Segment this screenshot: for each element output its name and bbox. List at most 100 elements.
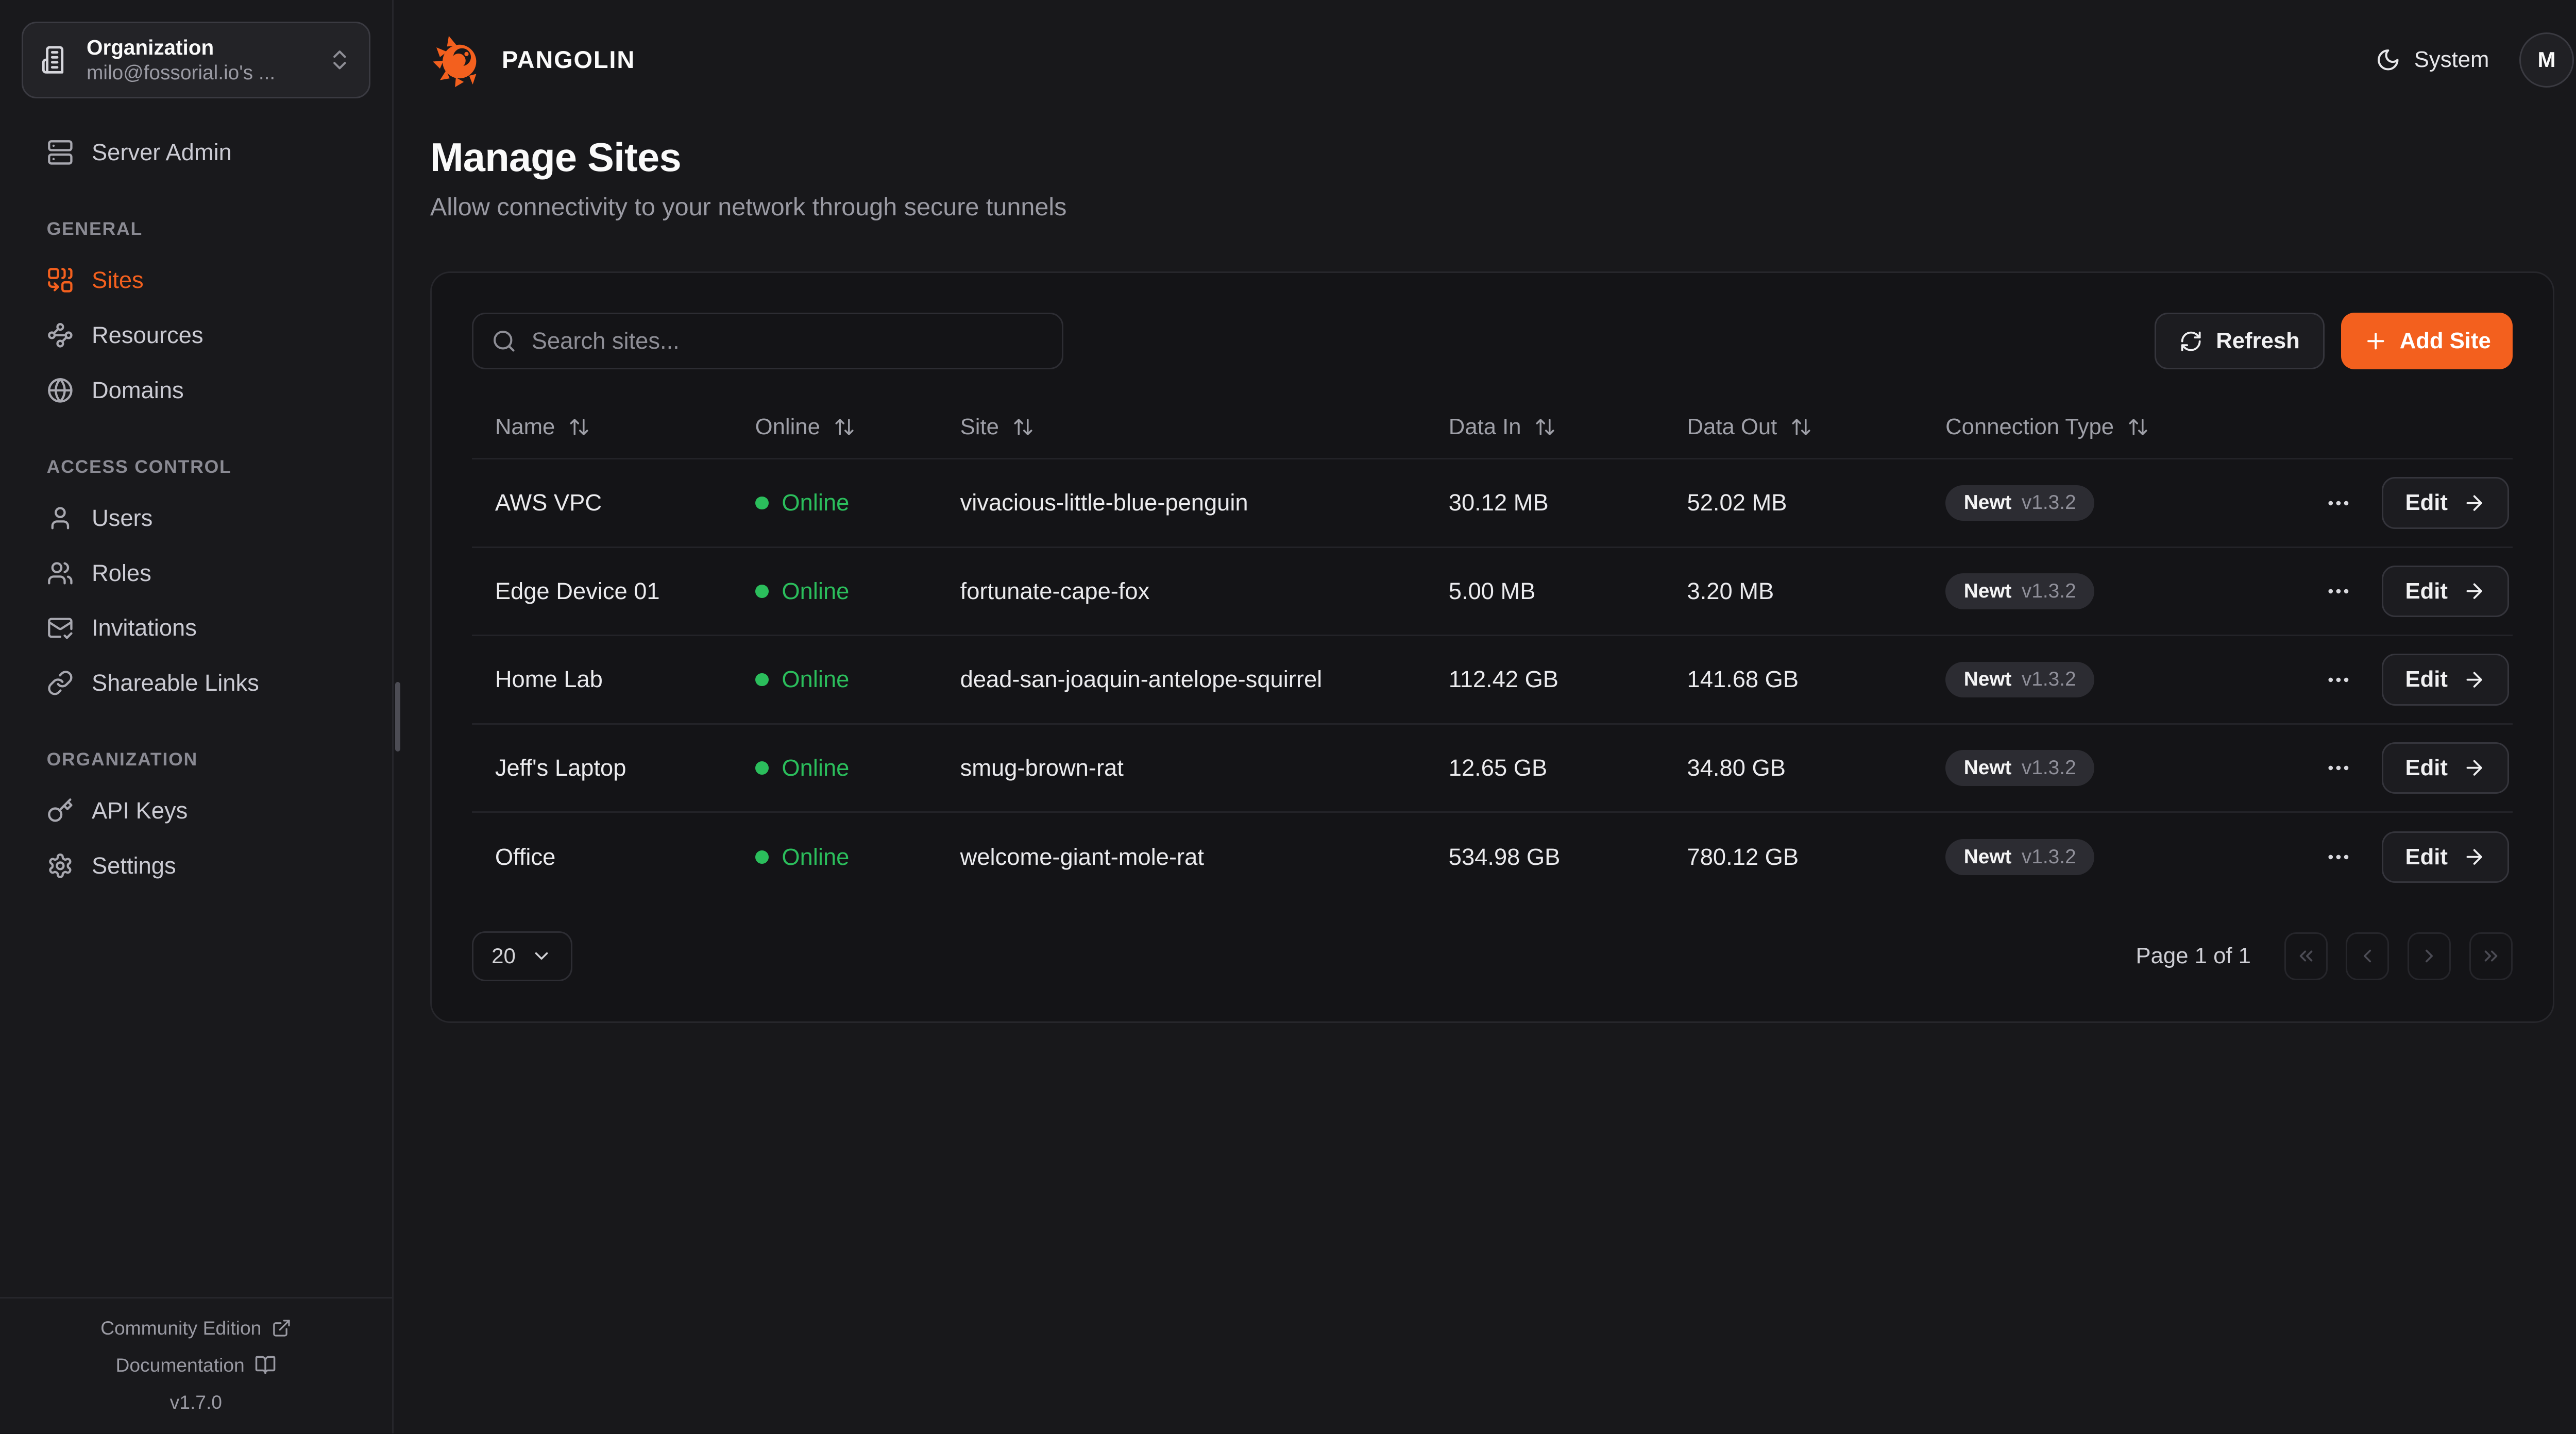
connection-type-version: v1.3.2: [2021, 579, 2076, 602]
sidebar-item-shareable-links[interactable]: Shareable Links: [22, 657, 370, 709]
edit-button[interactable]: Edit: [2382, 831, 2510, 883]
cell-site: smug-brown-rat: [960, 754, 1124, 781]
previous-page-button[interactable]: [2346, 932, 2389, 981]
table-body: AWS VPC Online vivacious-little-blue-pengu…: [471, 459, 2513, 901]
sidebar-resize-handle[interactable]: [395, 681, 400, 752]
last-page-button[interactable]: [2469, 932, 2513, 981]
cell-online: Online: [732, 489, 937, 516]
key-icon: [47, 797, 74, 824]
row-menu-button[interactable]: [2322, 660, 2355, 700]
sidebar-item-label: Server Admin: [91, 139, 232, 166]
connection-type-badge: Newt v1.3.2: [1945, 573, 2095, 609]
online-status-label: Online: [782, 489, 850, 516]
sites-card: Refresh Add Site Name Online: [430, 271, 2554, 1023]
edit-button[interactable]: Edit: [2382, 654, 2510, 706]
cell-actions: Edit: [2249, 654, 2513, 706]
page-title: Manage Sites: [430, 135, 682, 180]
online-status-label: Online: [782, 666, 850, 693]
topbar: PANGOLIN System M: [394, 0, 2576, 88]
book-open-icon: [255, 1354, 276, 1376]
community-edition-link[interactable]: Community Edition: [100, 1317, 291, 1339]
card-footer: 20 Page 1 of 1: [471, 931, 2513, 981]
arrow-right-icon: [2463, 756, 2486, 779]
sidebar-item-resources[interactable]: Resources: [22, 310, 370, 361]
ellipsis-icon: [2325, 667, 2352, 693]
column-header-connection-type[interactable]: Connection Type: [1922, 414, 2249, 440]
connection-type-name: Newt: [1963, 491, 2012, 514]
refresh-button[interactable]: Refresh: [2154, 313, 2325, 370]
online-dot-icon: [755, 673, 769, 687]
first-page-button[interactable]: [2284, 932, 2328, 981]
page-size-value: 20: [492, 944, 516, 968]
community-edition-label: Community Edition: [100, 1317, 262, 1339]
documentation-label: Documentation: [115, 1354, 245, 1376]
sidebar-item-settings[interactable]: Settings: [22, 840, 370, 892]
moon-icon: [2376, 47, 2401, 73]
cell-online: Online: [732, 666, 937, 693]
sidebar-item-users[interactable]: Users: [22, 492, 370, 544]
sidebar-item-server-admin[interactable]: Server Admin: [22, 127, 370, 178]
page-head: Manage Sites Allow connectivity to your …: [394, 135, 2576, 221]
theme-toggle-button[interactable]: System: [2376, 47, 2489, 73]
cell-connection-type: Newt v1.3.2: [1922, 661, 2249, 698]
sort-arrows-icon: [1534, 416, 1556, 438]
online-status-label: Online: [782, 843, 850, 870]
page-subtitle: Allow connectivity to your network throu…: [430, 193, 1067, 221]
sidebar-item-domains[interactable]: Domains: [22, 365, 370, 416]
arrow-right-icon: [2463, 668, 2486, 691]
row-menu-button[interactable]: [2322, 837, 2355, 877]
sidebar-item-roles[interactable]: Roles: [22, 547, 370, 599]
edit-label: Edit: [2405, 844, 2448, 869]
cell-online: Online: [732, 844, 937, 870]
connection-type-badge: Newt v1.3.2: [1945, 839, 2095, 875]
cell-data-out: 780.12 GB: [1687, 843, 1799, 870]
org-switcher[interactable]: Organization milo@fossorial.io's ...: [22, 22, 370, 98]
cell-connection-type: Newt v1.3.2: [1922, 750, 2249, 786]
edit-button[interactable]: Edit: [2382, 477, 2510, 529]
pager: Page 1 of 1: [2136, 932, 2513, 981]
column-header-online[interactable]: Online: [732, 414, 937, 440]
connection-type-name: Newt: [1963, 668, 2012, 691]
cell-site: welcome-giant-mole-rat: [960, 843, 1204, 870]
search-input[interactable]: [531, 328, 1044, 355]
column-header-site[interactable]: Site: [937, 414, 1425, 440]
connection-type-badge: Newt v1.3.2: [1945, 485, 2095, 521]
ellipsis-icon: [2325, 578, 2352, 605]
row-menu-button[interactable]: [2322, 748, 2355, 788]
column-header-data-out[interactable]: Data Out: [1664, 414, 1922, 440]
chevron-right-icon: [2418, 945, 2440, 967]
page-size-select[interactable]: 20: [471, 931, 572, 981]
cell-connection-type: Newt v1.3.2: [1922, 573, 2249, 609]
combine-icon: [47, 267, 74, 294]
sidebar-item-label: Settings: [91, 852, 176, 879]
row-menu-button[interactable]: [2322, 571, 2355, 611]
add-site-button[interactable]: Add Site: [2341, 313, 2513, 370]
user-avatar[interactable]: M: [2519, 32, 2574, 88]
users-icon: [47, 560, 74, 587]
edit-button[interactable]: Edit: [2382, 565, 2510, 618]
column-label: Data In: [1448, 414, 1521, 440]
section-title-organization: ORGANIZATION: [46, 748, 198, 770]
cell-site: vivacious-little-blue-penguin: [960, 489, 1248, 516]
cell-actions: Edit: [2249, 477, 2513, 529]
online-dot-icon: [755, 850, 769, 864]
column-header-data-in[interactable]: Data In: [1426, 414, 1664, 440]
connection-type-badge: Newt v1.3.2: [1945, 661, 2095, 698]
cell-name: AWS VPC: [495, 489, 602, 516]
row-menu-button[interactable]: [2322, 483, 2355, 523]
cell-actions: Edit: [2249, 565, 2513, 618]
sidebar-item-invitations[interactable]: Invitations: [22, 602, 370, 654]
cell-data-out: 3.20 MB: [1687, 577, 1774, 604]
cell-name: Office: [495, 843, 556, 870]
sidebar-item-sites[interactable]: Sites: [22, 254, 370, 306]
next-page-button[interactable]: [2408, 932, 2451, 981]
section-title-general: GENERAL: [46, 218, 143, 239]
documentation-link[interactable]: Documentation: [115, 1354, 276, 1376]
column-header-name[interactable]: Name: [472, 414, 732, 440]
cell-name: Edge Device 01: [495, 577, 660, 604]
sidebar-item-api-keys[interactable]: API Keys: [22, 785, 370, 836]
cell-data-in: 5.00 MB: [1448, 577, 1536, 604]
edit-button[interactable]: Edit: [2382, 742, 2510, 794]
sort-arrows-icon: [1012, 416, 1034, 438]
edit-label: Edit: [2405, 755, 2448, 780]
